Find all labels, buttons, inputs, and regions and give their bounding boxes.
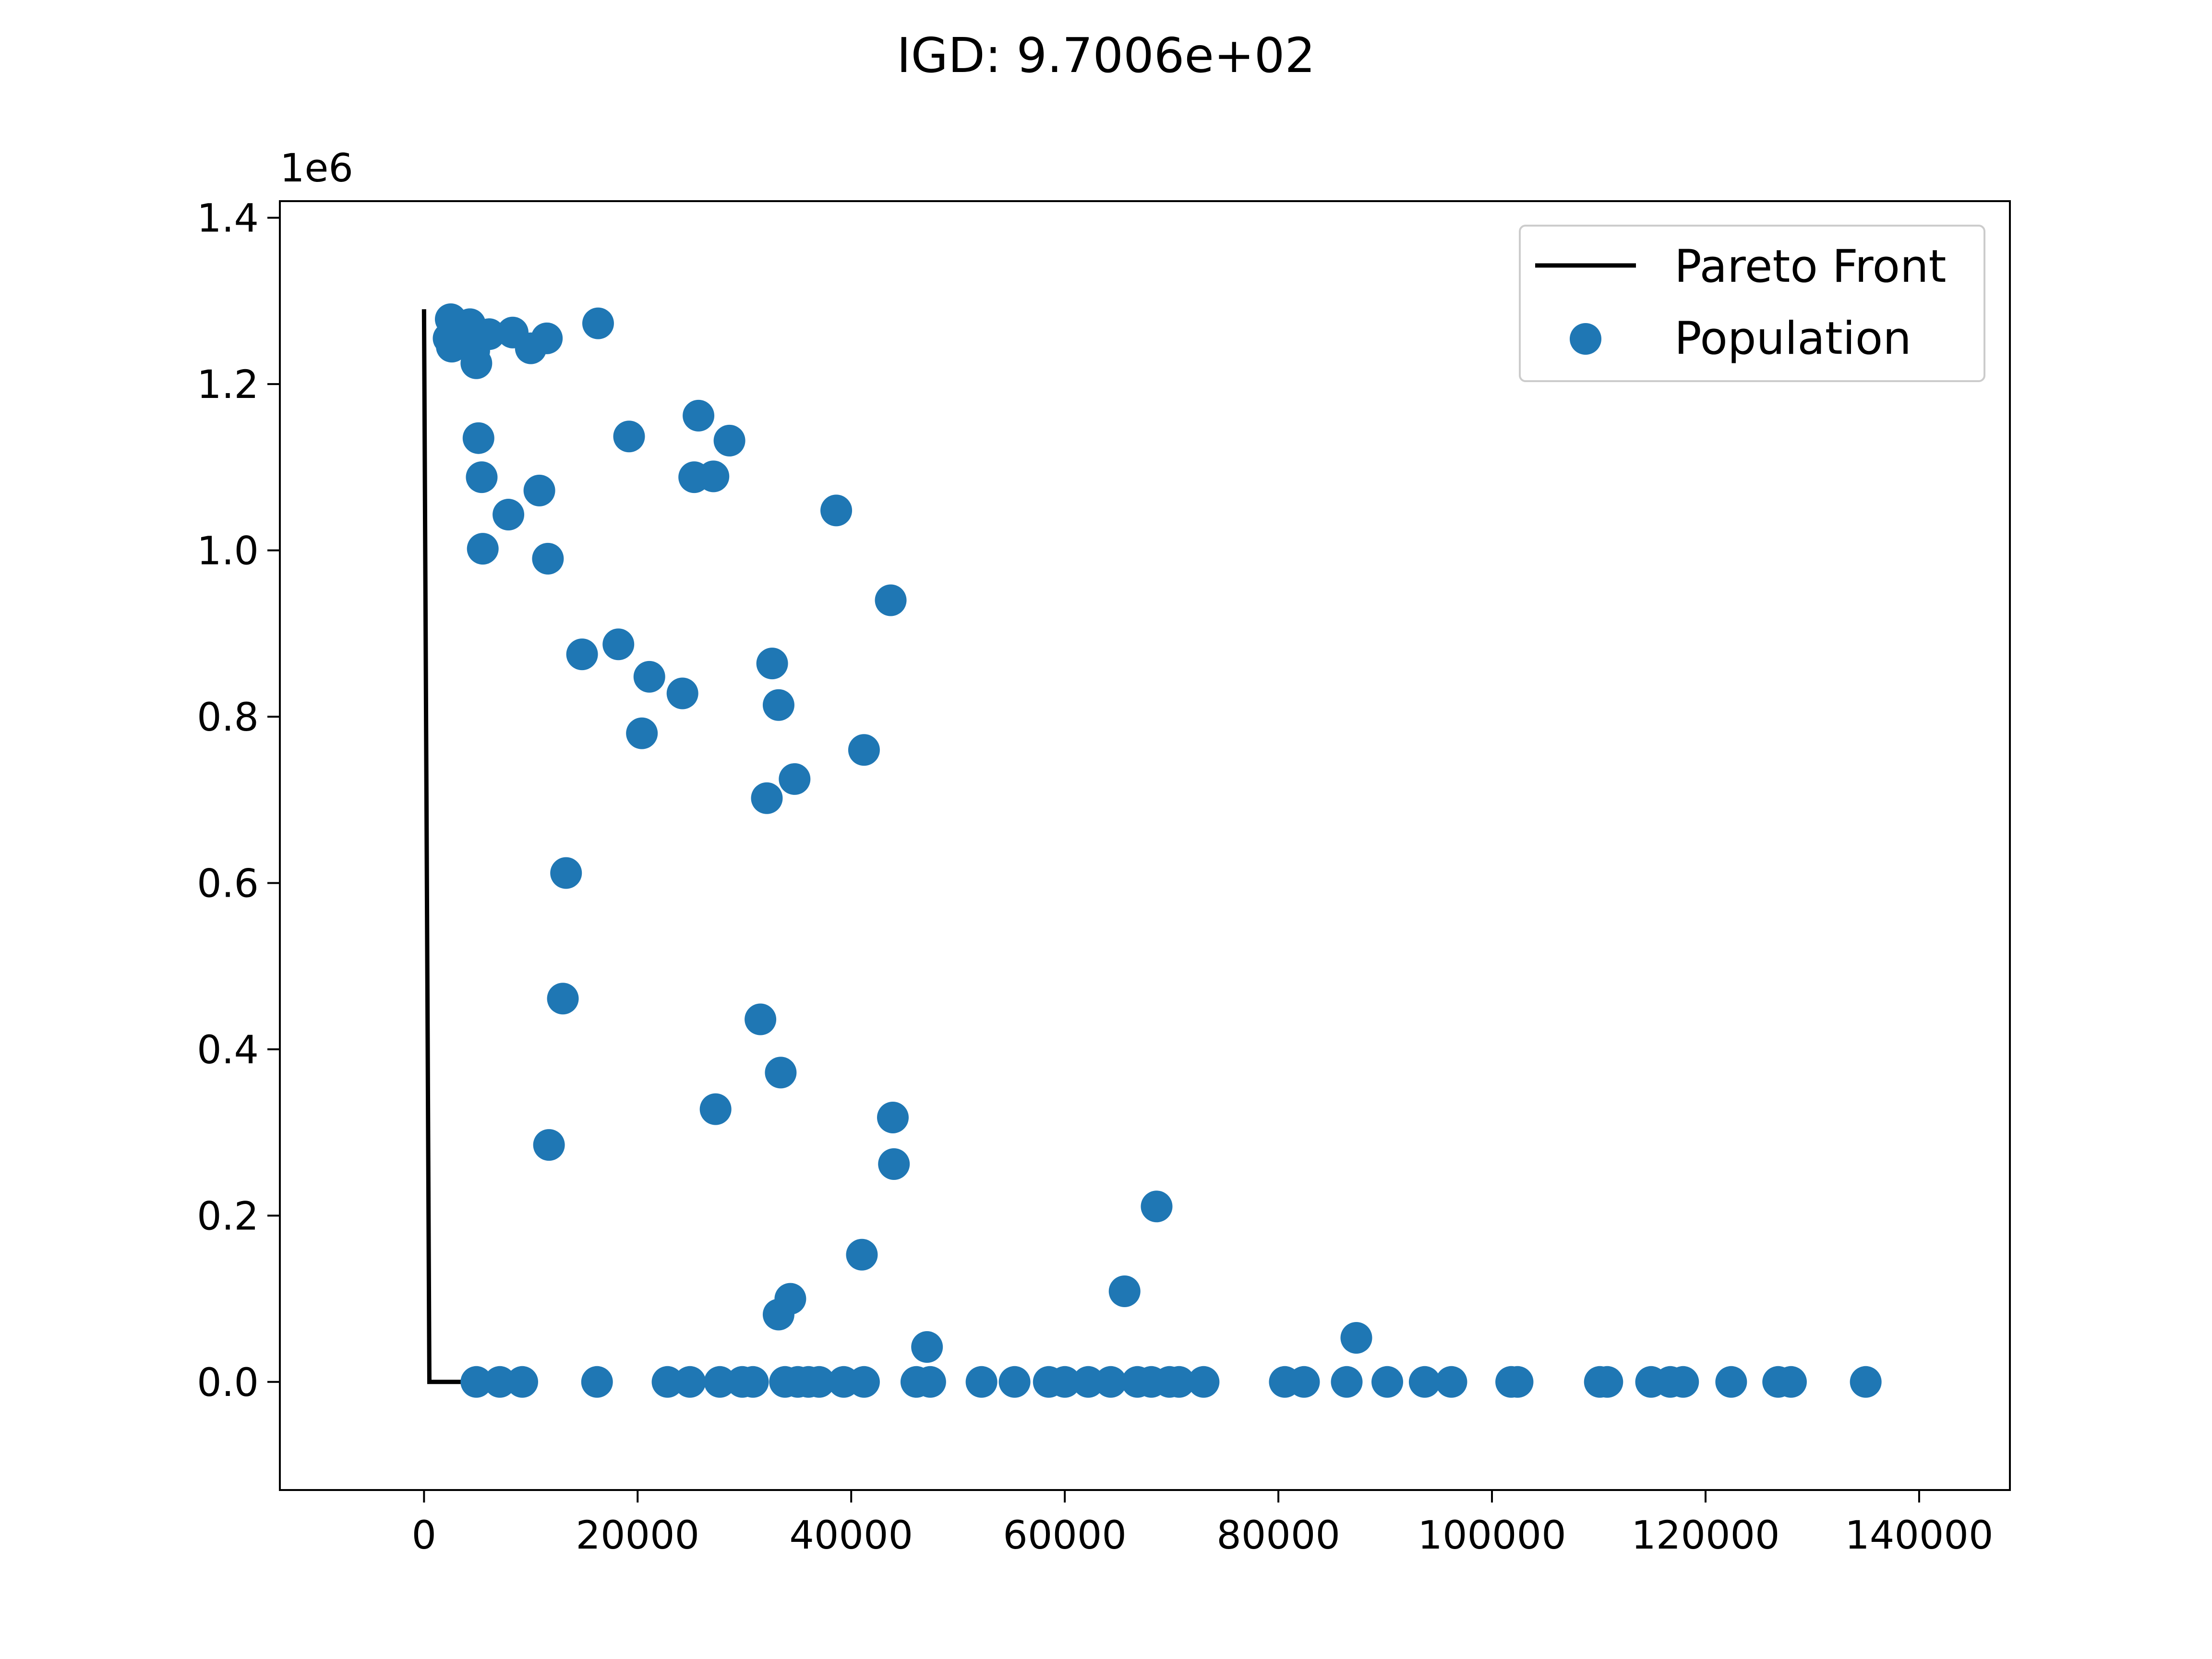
legend-label-population: Population [1674, 313, 1911, 365]
population-point [877, 1101, 909, 1133]
population-point [1094, 1366, 1127, 1398]
y-tick-label: 1.2 [197, 362, 259, 408]
y-tick-label: 0.4 [197, 1028, 259, 1073]
population-point [1435, 1366, 1467, 1398]
population-point [875, 584, 907, 616]
x-tick-label: 60000 [1003, 1513, 1127, 1558]
population-point [547, 983, 579, 1015]
population-point [493, 499, 525, 531]
population-point [651, 1366, 684, 1398]
population-point [533, 1129, 565, 1161]
population-point [1331, 1366, 1363, 1398]
population-point [531, 322, 563, 354]
x-tick-label: 100000 [1418, 1513, 1566, 1558]
population-point [633, 661, 665, 693]
population-point [751, 782, 783, 814]
population-point [1288, 1366, 1320, 1398]
population-point [550, 857, 582, 889]
population-point [1049, 1366, 1081, 1398]
chart-title: IGD: 9.7006e+02 [897, 27, 1315, 84]
population-point [1108, 1275, 1141, 1307]
population-point [765, 1057, 797, 1089]
plot-frame [279, 200, 2011, 1491]
population-point [484, 1366, 516, 1398]
population-point [1188, 1366, 1220, 1398]
population-point [914, 1366, 946, 1398]
population-point [466, 461, 498, 493]
y-axis-ticks: 0.0 0.2 0.4 0.6 0.8 1.0 1.2 1.4 [197, 196, 280, 1406]
population-point [1775, 1366, 1807, 1398]
y-tick-label: 1.0 [197, 529, 259, 574]
population-point [581, 1366, 613, 1398]
population-point [699, 1093, 732, 1125]
plot-area: 0 20000 40000 60000 80000 100000 120000 140000 … [197, 196, 2011, 1558]
x-tick-label: 0 [412, 1513, 437, 1558]
population-point [878, 1148, 910, 1180]
legend: Pareto Front Population [1519, 225, 1985, 382]
population-point [1163, 1366, 1195, 1398]
population-point [762, 689, 794, 721]
x-tick-label: 20000 [576, 1513, 699, 1558]
population-point [998, 1366, 1031, 1398]
population-point [1408, 1366, 1441, 1398]
population-point [803, 1366, 835, 1398]
population-point [848, 734, 880, 766]
population-point [532, 542, 564, 575]
population-point [762, 1298, 794, 1331]
y-tick-label: 0.8 [197, 695, 259, 740]
population-point [704, 1366, 736, 1398]
population-point [613, 421, 645, 453]
population-point [460, 1366, 493, 1398]
population-point [911, 1331, 943, 1363]
y-tick-label: 1.4 [197, 196, 259, 241]
population-point [462, 422, 494, 454]
y-tick-label: 0.0 [197, 1360, 259, 1406]
population-point [666, 677, 698, 709]
population-point [965, 1366, 998, 1398]
y-tick-label: 0.2 [197, 1194, 259, 1239]
population-point [1141, 1190, 1173, 1223]
population-point [779, 763, 811, 795]
population-point [713, 424, 745, 457]
series-layer [421, 303, 1882, 1398]
population-point [1371, 1366, 1404, 1398]
population-point [460, 347, 493, 379]
x-tick-label: 40000 [789, 1513, 913, 1558]
population-point [1502, 1366, 1534, 1398]
legend-label-pareto-front: Pareto Front [1674, 240, 1946, 293]
population-point [820, 494, 853, 527]
y-offset-label: 1e6 [280, 146, 353, 191]
y-tick-label: 0.6 [197, 861, 259, 906]
population-point [506, 1366, 539, 1398]
population-point [566, 638, 598, 671]
population-point [582, 307, 614, 339]
x-tick-label: 80000 [1216, 1513, 1340, 1558]
population-point [697, 460, 730, 493]
population-point [1715, 1366, 1747, 1398]
population-point [523, 474, 555, 506]
x-tick-label: 120000 [1631, 1513, 1779, 1558]
population-point [467, 533, 499, 565]
population-point [683, 399, 715, 432]
population-point [1850, 1366, 1882, 1398]
population-point [1340, 1322, 1372, 1354]
population-point [756, 648, 788, 680]
population-point [674, 1366, 706, 1398]
population-point [737, 1366, 769, 1398]
population-point [602, 628, 635, 661]
population-point [1667, 1366, 1699, 1398]
population-point [473, 318, 505, 350]
population-point [1591, 1366, 1623, 1398]
x-tick-label: 140000 [1845, 1513, 1993, 1558]
population-point [626, 717, 658, 749]
x-axis-ticks: 0 20000 40000 60000 80000 100000 120000 140000 [412, 1490, 1994, 1558]
legend-population-marker [1570, 323, 1601, 355]
population-point [745, 1003, 777, 1035]
population-point [1072, 1366, 1105, 1398]
population-point [846, 1238, 878, 1271]
population-point [848, 1366, 880, 1398]
